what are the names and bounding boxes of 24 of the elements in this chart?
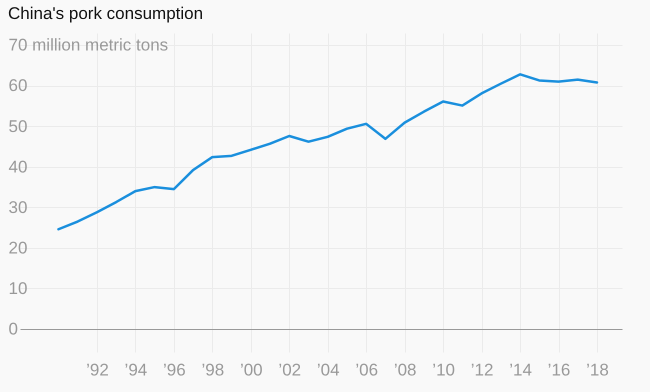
x-tick-label: ’10 <box>432 360 455 380</box>
x-tick-label: ’00 <box>240 360 263 380</box>
y-tick-label: 70 million metric tons <box>8 36 168 55</box>
y-tick-label: 40 <box>8 157 28 176</box>
x-tick-label: ’08 <box>394 360 417 380</box>
x-tick-label: ’18 <box>586 360 609 380</box>
y-tick-label: 60 <box>8 76 28 96</box>
x-tick-label: ’04 <box>316 360 340 380</box>
y-tick-label: 20 <box>8 238 28 258</box>
line-series <box>57 73 598 230</box>
x-tick-label: ’96 <box>163 360 186 380</box>
y-tick-label: 50 <box>8 116 28 136</box>
x-tick-label: ’12 <box>470 360 494 380</box>
x-tick-label: ’94 <box>124 360 148 380</box>
x-tick-label: ’02 <box>278 360 302 380</box>
chart-title: China's pork consumption <box>8 4 204 23</box>
x-tick-label: ’06 <box>355 360 378 380</box>
x-tick-label: ’92 <box>86 360 109 380</box>
y-tick-label: 0 <box>8 320 18 338</box>
x-tick-label: ’14 <box>509 360 532 380</box>
y-tick-label: 30 <box>8 198 28 217</box>
x-tick-label: ’98 <box>201 360 224 380</box>
x-tick-label: ’16 <box>548 360 570 380</box>
y-tick-label: 10 <box>8 278 28 298</box>
